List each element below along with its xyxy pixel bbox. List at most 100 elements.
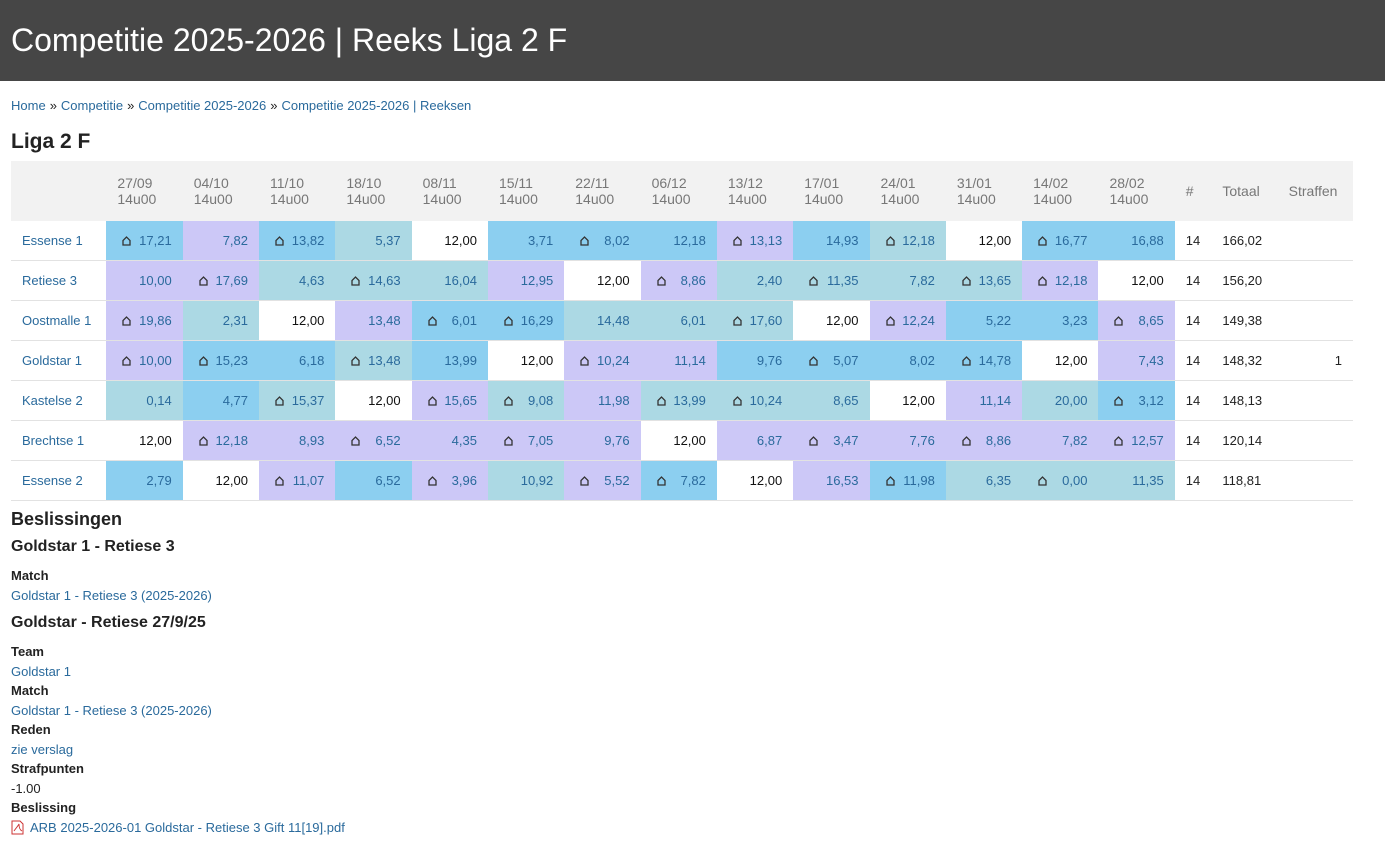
score-cell: 12,00	[564, 260, 641, 301]
score: 17,60	[749, 313, 783, 328]
time: 14u00	[117, 191, 157, 207]
score-cell: 6,01	[640, 300, 717, 341]
score: 12,24	[902, 313, 935, 328]
field-value: ARB 2025-2026-01 Goldstar - Retiese 3 Gi…	[11, 818, 345, 838]
score: 12,57	[1131, 433, 1164, 448]
score-cell: 4,63	[259, 260, 336, 301]
score: 12,95	[520, 273, 554, 288]
decision-fields: Team Goldstar 1 Match Goldstar 1 - Retiese …	[11, 642, 345, 837]
home-icon	[351, 436, 360, 446]
time: 14u00	[727, 191, 767, 207]
date: 14/02	[1033, 175, 1069, 191]
breadcrumb-link[interactable]: Competitie	[60, 98, 124, 113]
score-cell: 10,24	[716, 380, 794, 421]
score: 9,76	[604, 433, 630, 448]
date: 31/01	[956, 175, 992, 191]
score: 15,23	[215, 353, 249, 368]
home-icon	[199, 436, 208, 446]
score: 6,35	[985, 473, 1012, 488]
score: 3,23	[1062, 313, 1088, 328]
home-icon	[504, 316, 513, 326]
home-icon	[580, 236, 589, 246]
home-icon	[885, 316, 895, 326]
score-cell: 15,23	[182, 340, 260, 381]
time: 14u00	[1033, 191, 1073, 207]
score-cell: 7,82	[1022, 420, 1099, 461]
home-icon	[351, 356, 360, 366]
date: 22/11	[575, 175, 610, 191]
score-cell: 0,00	[1022, 460, 1099, 501]
date: 17/01	[804, 175, 840, 191]
score-cell: 12,00	[1022, 340, 1099, 381]
team-link[interactable]: Essense 1	[22, 233, 83, 248]
score: 9,08	[527, 393, 554, 408]
score: 13,13	[749, 233, 783, 248]
score-cell: 7,05	[487, 420, 565, 461]
score: 12,00	[978, 233, 1012, 248]
score: 7,82	[1062, 433, 1088, 448]
field-link[interactable]: Goldstar 1 - Retiese 3 (2025-2026)	[11, 587, 212, 603]
total-cell: 148,32	[1211, 340, 1278, 381]
date-header: 06/12 14u00	[640, 161, 717, 221]
team-cell: Retiese 3	[11, 260, 107, 301]
date: 04/10	[193, 175, 229, 191]
score: 12,00	[291, 313, 325, 328]
field-link[interactable]: zie verslag	[11, 741, 74, 757]
home-icon	[199, 356, 208, 366]
score: 5,52	[604, 473, 630, 488]
home-icon	[1038, 236, 1047, 246]
score-cell: 12,00	[259, 300, 336, 341]
home-icon	[504, 396, 513, 406]
time: 14u00	[193, 191, 233, 207]
field-value: Goldstar 1 - Retiese 3 (2025-2026)	[11, 701, 345, 721]
breadcrumb-link[interactable]: Competitie 2025-2026	[138, 98, 267, 113]
home-icon	[1114, 436, 1124, 446]
team-link[interactable]: Retiese 3	[22, 273, 77, 288]
field-link[interactable]: Goldstar 1 - Retiese 3 (2025-2026)	[11, 702, 212, 718]
breadcrumb-link[interactable]: Home	[11, 98, 46, 113]
score-cell: 17,60	[716, 300, 794, 341]
home-icon	[1114, 396, 1124, 406]
score-cell: 12,18	[1022, 260, 1099, 301]
score-cell: 2,31	[182, 300, 260, 341]
count-cell: 14	[1174, 340, 1212, 381]
score-cell: 12,00	[1098, 260, 1175, 301]
score-cell: 12,18	[182, 420, 260, 461]
date: 28/02	[1109, 175, 1145, 191]
score-cell: 5,22	[945, 300, 1023, 341]
time: 14u00	[346, 191, 386, 207]
breadcrumb-separator: »	[127, 98, 135, 113]
team-link[interactable]: Kastelse 2	[22, 393, 83, 408]
score-cell: 3,47	[793, 420, 870, 461]
time: 14u00	[880, 191, 920, 207]
date-header: 11/10 14u00	[259, 161, 336, 221]
score-cell: 6,52	[335, 420, 412, 461]
score-cell: 7,82	[182, 221, 260, 261]
breadcrumb-link[interactable]: Competitie 2025-2026 | Reeksen	[281, 98, 472, 113]
breadcrumb-separator: »	[270, 98, 278, 113]
team-link[interactable]: Goldstar 1	[22, 353, 82, 368]
team-cell: Kastelse 2	[11, 380, 107, 421]
team-link[interactable]: Essense 2	[22, 473, 83, 488]
penalty-cell	[1277, 420, 1353, 461]
team-link[interactable]: Oostmalle 1	[22, 313, 92, 328]
score: 16,77	[1054, 233, 1088, 248]
team-link[interactable]: Brechtse 1	[22, 433, 85, 448]
score-cell: 5,07	[793, 340, 870, 381]
home-icon	[275, 236, 284, 246]
score: 13,99	[444, 353, 477, 368]
score-cell: 14,93	[793, 221, 870, 261]
score: 6,01	[451, 313, 477, 328]
score: 12,00	[825, 313, 859, 328]
field-link[interactable]: Goldstar 1	[11, 663, 71, 679]
score-cell: 11,98	[564, 380, 641, 421]
score: 8,86	[680, 273, 706, 288]
score: 12,00	[597, 273, 630, 288]
field-link[interactable]: ARB 2025-2026-01 Goldstar - Retiese 3 Gi…	[30, 819, 345, 835]
header-cell: Straffen	[1277, 161, 1353, 221]
date: 18/10	[346, 175, 382, 191]
score: 12,00	[520, 353, 554, 368]
score: 15,65	[444, 393, 477, 408]
time: 14u00	[804, 191, 844, 207]
score: 15,37	[291, 393, 325, 408]
